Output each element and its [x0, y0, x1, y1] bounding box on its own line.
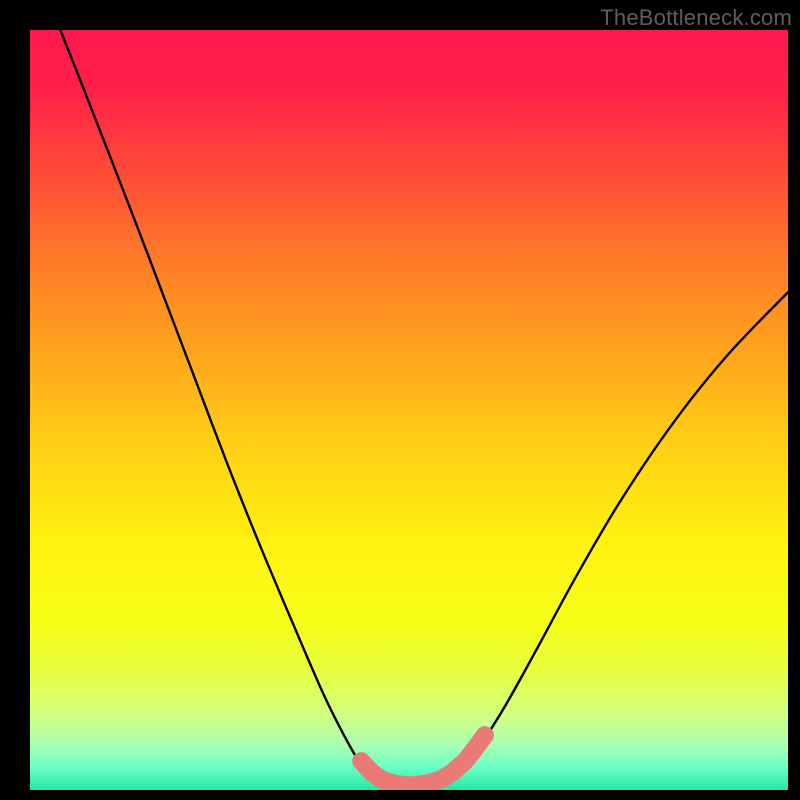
bottleneck-curve: [60, 30, 788, 786]
highlight-segment: [361, 735, 485, 785]
sample-point: [476, 726, 494, 744]
curve-layer: [30, 30, 788, 790]
sample-point: [465, 741, 483, 759]
watermark-text: TheBottleneck.com: [600, 5, 792, 31]
chart-frame: TheBottleneck.com: [0, 0, 800, 800]
plot-area: [30, 30, 788, 790]
